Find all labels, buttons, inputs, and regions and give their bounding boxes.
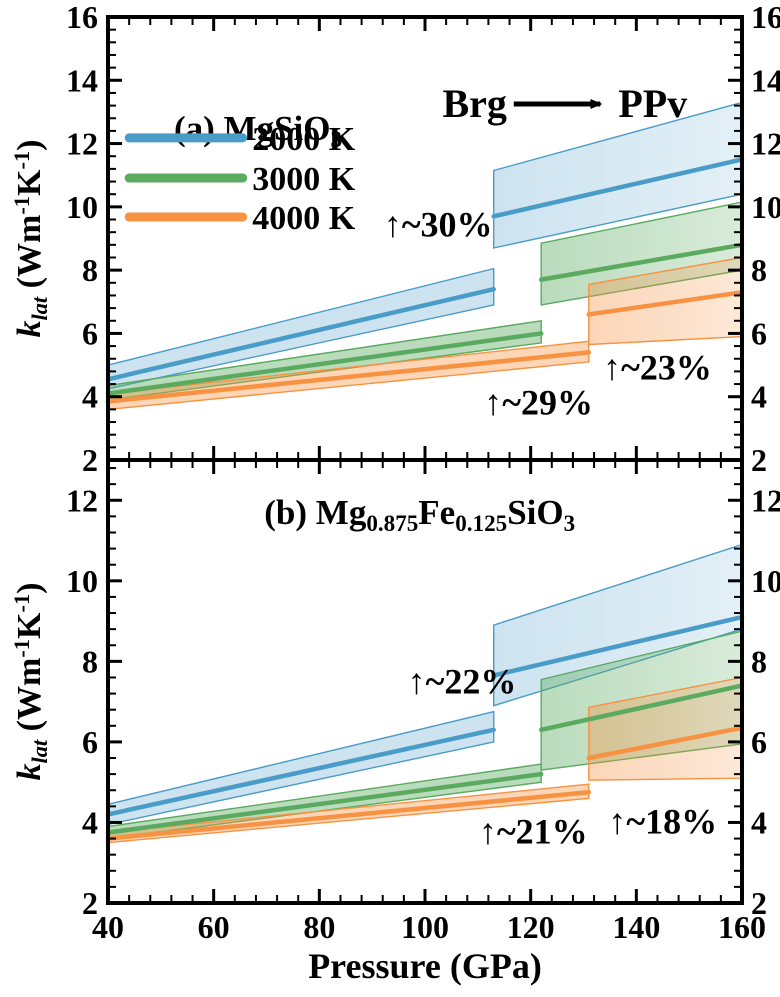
ytick-label-left: 16 <box>66 0 98 35</box>
ytick-label-right: 4 <box>751 804 767 840</box>
jump-label-4000k-panel-a: ↑~23% <box>603 347 712 387</box>
ytick-label-right: 4 <box>751 379 767 415</box>
ytick-label-left: 8 <box>82 643 98 679</box>
ytick-label-left: 6 <box>82 315 98 351</box>
ytick-label-right: 10 <box>751 563 780 599</box>
legend-label-3000k: 3000 K <box>252 161 355 198</box>
ytick-label-left: 14 <box>66 62 98 98</box>
xtick-label: 80 <box>303 909 335 945</box>
ytick-label-right: 2 <box>751 442 767 478</box>
ytick-label-left: 4 <box>82 804 98 840</box>
line-3000k-ppv-panel-b <box>538 683 745 733</box>
ytick-label-right: 12 <box>751 126 780 162</box>
jump-label-2000k-panel-b: ↑~22% <box>408 662 517 702</box>
brg-label: Brg <box>442 81 506 126</box>
panel-b-title: (b) Mg0.875Fe0.125SiO3 <box>264 493 575 536</box>
brg-ppv-annotation: Brg PPv <box>442 81 687 126</box>
ppv-label: PPv <box>618 81 687 126</box>
ytick-label-right: 14 <box>751 62 780 98</box>
ytick-label-right: 2 <box>751 885 767 921</box>
ytick-label-right: 6 <box>751 315 767 351</box>
y-axis-label-panel-b: klat (Wm-1K-1) <box>9 582 52 780</box>
ytick-label-left: 6 <box>82 724 98 760</box>
line-4000k-ppv-panel-b <box>586 725 745 761</box>
line-3000k-brg-panel-a <box>105 331 544 396</box>
xtick-label: 40 <box>92 909 124 945</box>
line-3000k-ppv-panel-a <box>538 242 745 282</box>
line-4000k-brg-panel-b <box>105 790 592 841</box>
ytick-label-right: 8 <box>751 643 767 679</box>
line-4000k-ppv-panel-a <box>586 290 745 317</box>
xtick-label: 120 <box>507 909 555 945</box>
line-2000k-ppv-panel-b <box>491 614 745 678</box>
ytick-label-left: 12 <box>66 126 98 162</box>
xtick-label: 140 <box>612 909 660 945</box>
ytick-label-right: 10 <box>751 189 780 225</box>
line-2000k-brg-panel-a <box>105 286 496 382</box>
line-2000k-brg-panel-b <box>105 727 496 817</box>
ytick-label-left: 10 <box>66 563 98 599</box>
ytick-label-right: 12 <box>751 482 780 518</box>
ytick-label-right: 6 <box>751 724 767 760</box>
panel-b-ticks <box>106 460 744 905</box>
y-axis-label-panel-a: klat (Wm-1K-1) <box>9 139 52 337</box>
jump-label-2000k-panel-a: ↑~30% <box>384 204 493 244</box>
ytick-label-left: 10 <box>66 189 98 225</box>
legend-label-4000k: 4000 K <box>252 200 355 237</box>
panel-b: ↑~22% ↑~21% ↑~18% 2 2 4 4 6 6 8 8 10 10 12 12 (b) Mg0.8… <box>66 458 780 921</box>
jump-label-3000k-panel-b: ↑~21% <box>479 812 588 852</box>
x-axis-label: Pressure (GPa) <box>308 946 542 986</box>
legend-label-2000k: 2000 K <box>252 121 355 158</box>
jump-label-3000k-panel-a: ↑~29% <box>484 382 593 422</box>
ytick-label-right: 8 <box>751 252 767 288</box>
ytick-label-left: 4 <box>82 379 98 415</box>
line-3000k-brg-panel-b <box>105 771 544 835</box>
xtick-label: 160 <box>718 909 766 945</box>
line-4000k-brg-panel-a <box>105 350 592 404</box>
xtick-label: 100 <box>401 909 449 945</box>
ytick-label-left: 2 <box>82 885 98 921</box>
ytick-label-left: 2 <box>82 442 98 478</box>
jump-label-4000k-panel-b: ↑~18% <box>608 802 717 842</box>
xtick-label: 60 <box>198 909 230 945</box>
ytick-label-left: 8 <box>82 252 98 288</box>
line-2000k-ppv-panel-a <box>491 157 745 219</box>
ytick-label-left: 12 <box>66 482 98 518</box>
ytick-label-right: 16 <box>751 0 780 35</box>
